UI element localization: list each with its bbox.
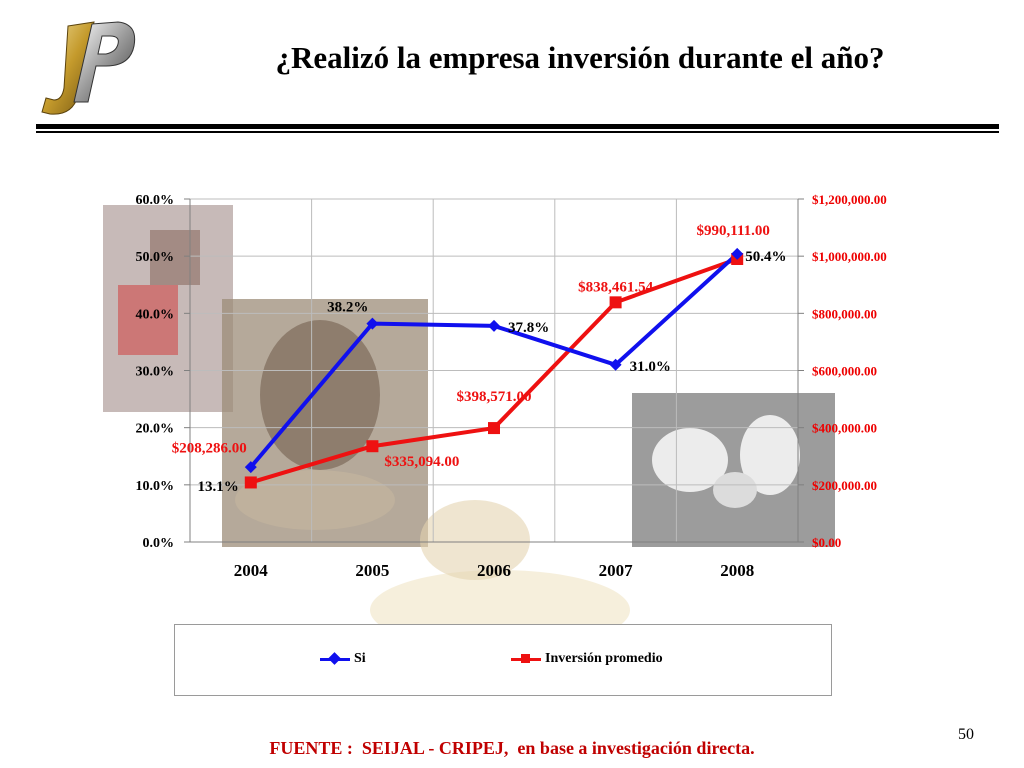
marker-si (731, 247, 744, 260)
left-tick-label: 40.0% (136, 307, 175, 322)
legend-item-inversion: Inversión promedio (511, 651, 663, 667)
left-tick-label: 50.0% (136, 250, 175, 265)
title-rule-thin (36, 131, 999, 133)
data-label-si: 38.2% (327, 300, 368, 316)
data-label-si: 50.4% (745, 249, 786, 265)
right-tick-label: $400,000.00 (812, 421, 877, 436)
right-axis: $0.00 $200,000.00 $400,000.00 $600,000.00 $8… (797, 192, 887, 550)
legend-label-si: Si (354, 651, 366, 666)
right-tick-label: $200,000.00 (812, 478, 877, 493)
marker-si (609, 358, 622, 371)
data-label-si: 13.1% (198, 479, 239, 495)
chart-legend: Si Inversión promedio (174, 624, 832, 696)
data-label-inversion: $208,286.00 (172, 440, 247, 456)
source-footer: FUENTE : SEIJAL - CRIPEJ, en base a inve… (269, 738, 755, 758)
marker-inversion (244, 476, 257, 489)
x-tick-label: 2008 (720, 561, 754, 580)
left-tick-label: 30.0% (136, 365, 175, 380)
data-labels: 13.1% 38.2% 37.8% 31.0% 50.4% $208,286.00 $335… (172, 223, 787, 495)
x-axis: 2004 2005 2006 2007 2008 (190, 541, 798, 580)
page-number: 50 (958, 726, 974, 743)
legend-label-inversion: Inversión promedio (545, 651, 663, 666)
data-label-inversion: $398,571.00 (457, 389, 532, 405)
x-tick-label: 2006 (477, 561, 511, 580)
marker-inversion (488, 422, 500, 435)
page-title: ¿Realizó la empresa inversión durante el… (275, 40, 885, 75)
legend-item-si: Si (320, 651, 366, 667)
marker-inversion (366, 440, 379, 453)
right-tick-label: $1,200,000.00 (812, 192, 887, 207)
marker-si (488, 319, 500, 332)
left-tick-label: 60.0% (136, 193, 175, 208)
data-label-inversion: $990,111.00 (697, 223, 770, 239)
right-tick-label: $600,000.00 (812, 364, 877, 379)
right-tick-label: $800,000.00 (812, 306, 877, 321)
marker-inversion (609, 296, 622, 309)
left-tick-label: 20.0% (136, 422, 175, 437)
data-label-inversion: $335,094.00 (384, 454, 459, 470)
x-tick-label: 2007 (599, 561, 634, 580)
left-tick-label: 10.0% (136, 479, 175, 494)
jp-logo-icon (41, 21, 136, 115)
marker-si (366, 317, 379, 330)
marker-si (244, 461, 257, 474)
x-tick-label: 2005 (355, 561, 389, 580)
legend-swatch-si (320, 651, 350, 665)
data-label-si: 37.8% (508, 320, 549, 336)
title-rule (36, 124, 999, 129)
data-label-inversion: $838,461.54 (578, 279, 654, 295)
x-tick-label: 2004 (234, 561, 269, 580)
right-tick-label: $0.00 (812, 535, 841, 550)
legend-swatch-inversion (511, 653, 541, 663)
data-label-si: 31.0% (630, 359, 671, 375)
left-tick-label: 0.0% (143, 536, 175, 551)
right-tick-label: $1,000,000.00 (812, 249, 887, 264)
left-axis: 0.0% 10.0% 20.0% 30.0% 40.0% 50.0% 60.0% (136, 193, 191, 551)
series-markers (244, 247, 744, 489)
